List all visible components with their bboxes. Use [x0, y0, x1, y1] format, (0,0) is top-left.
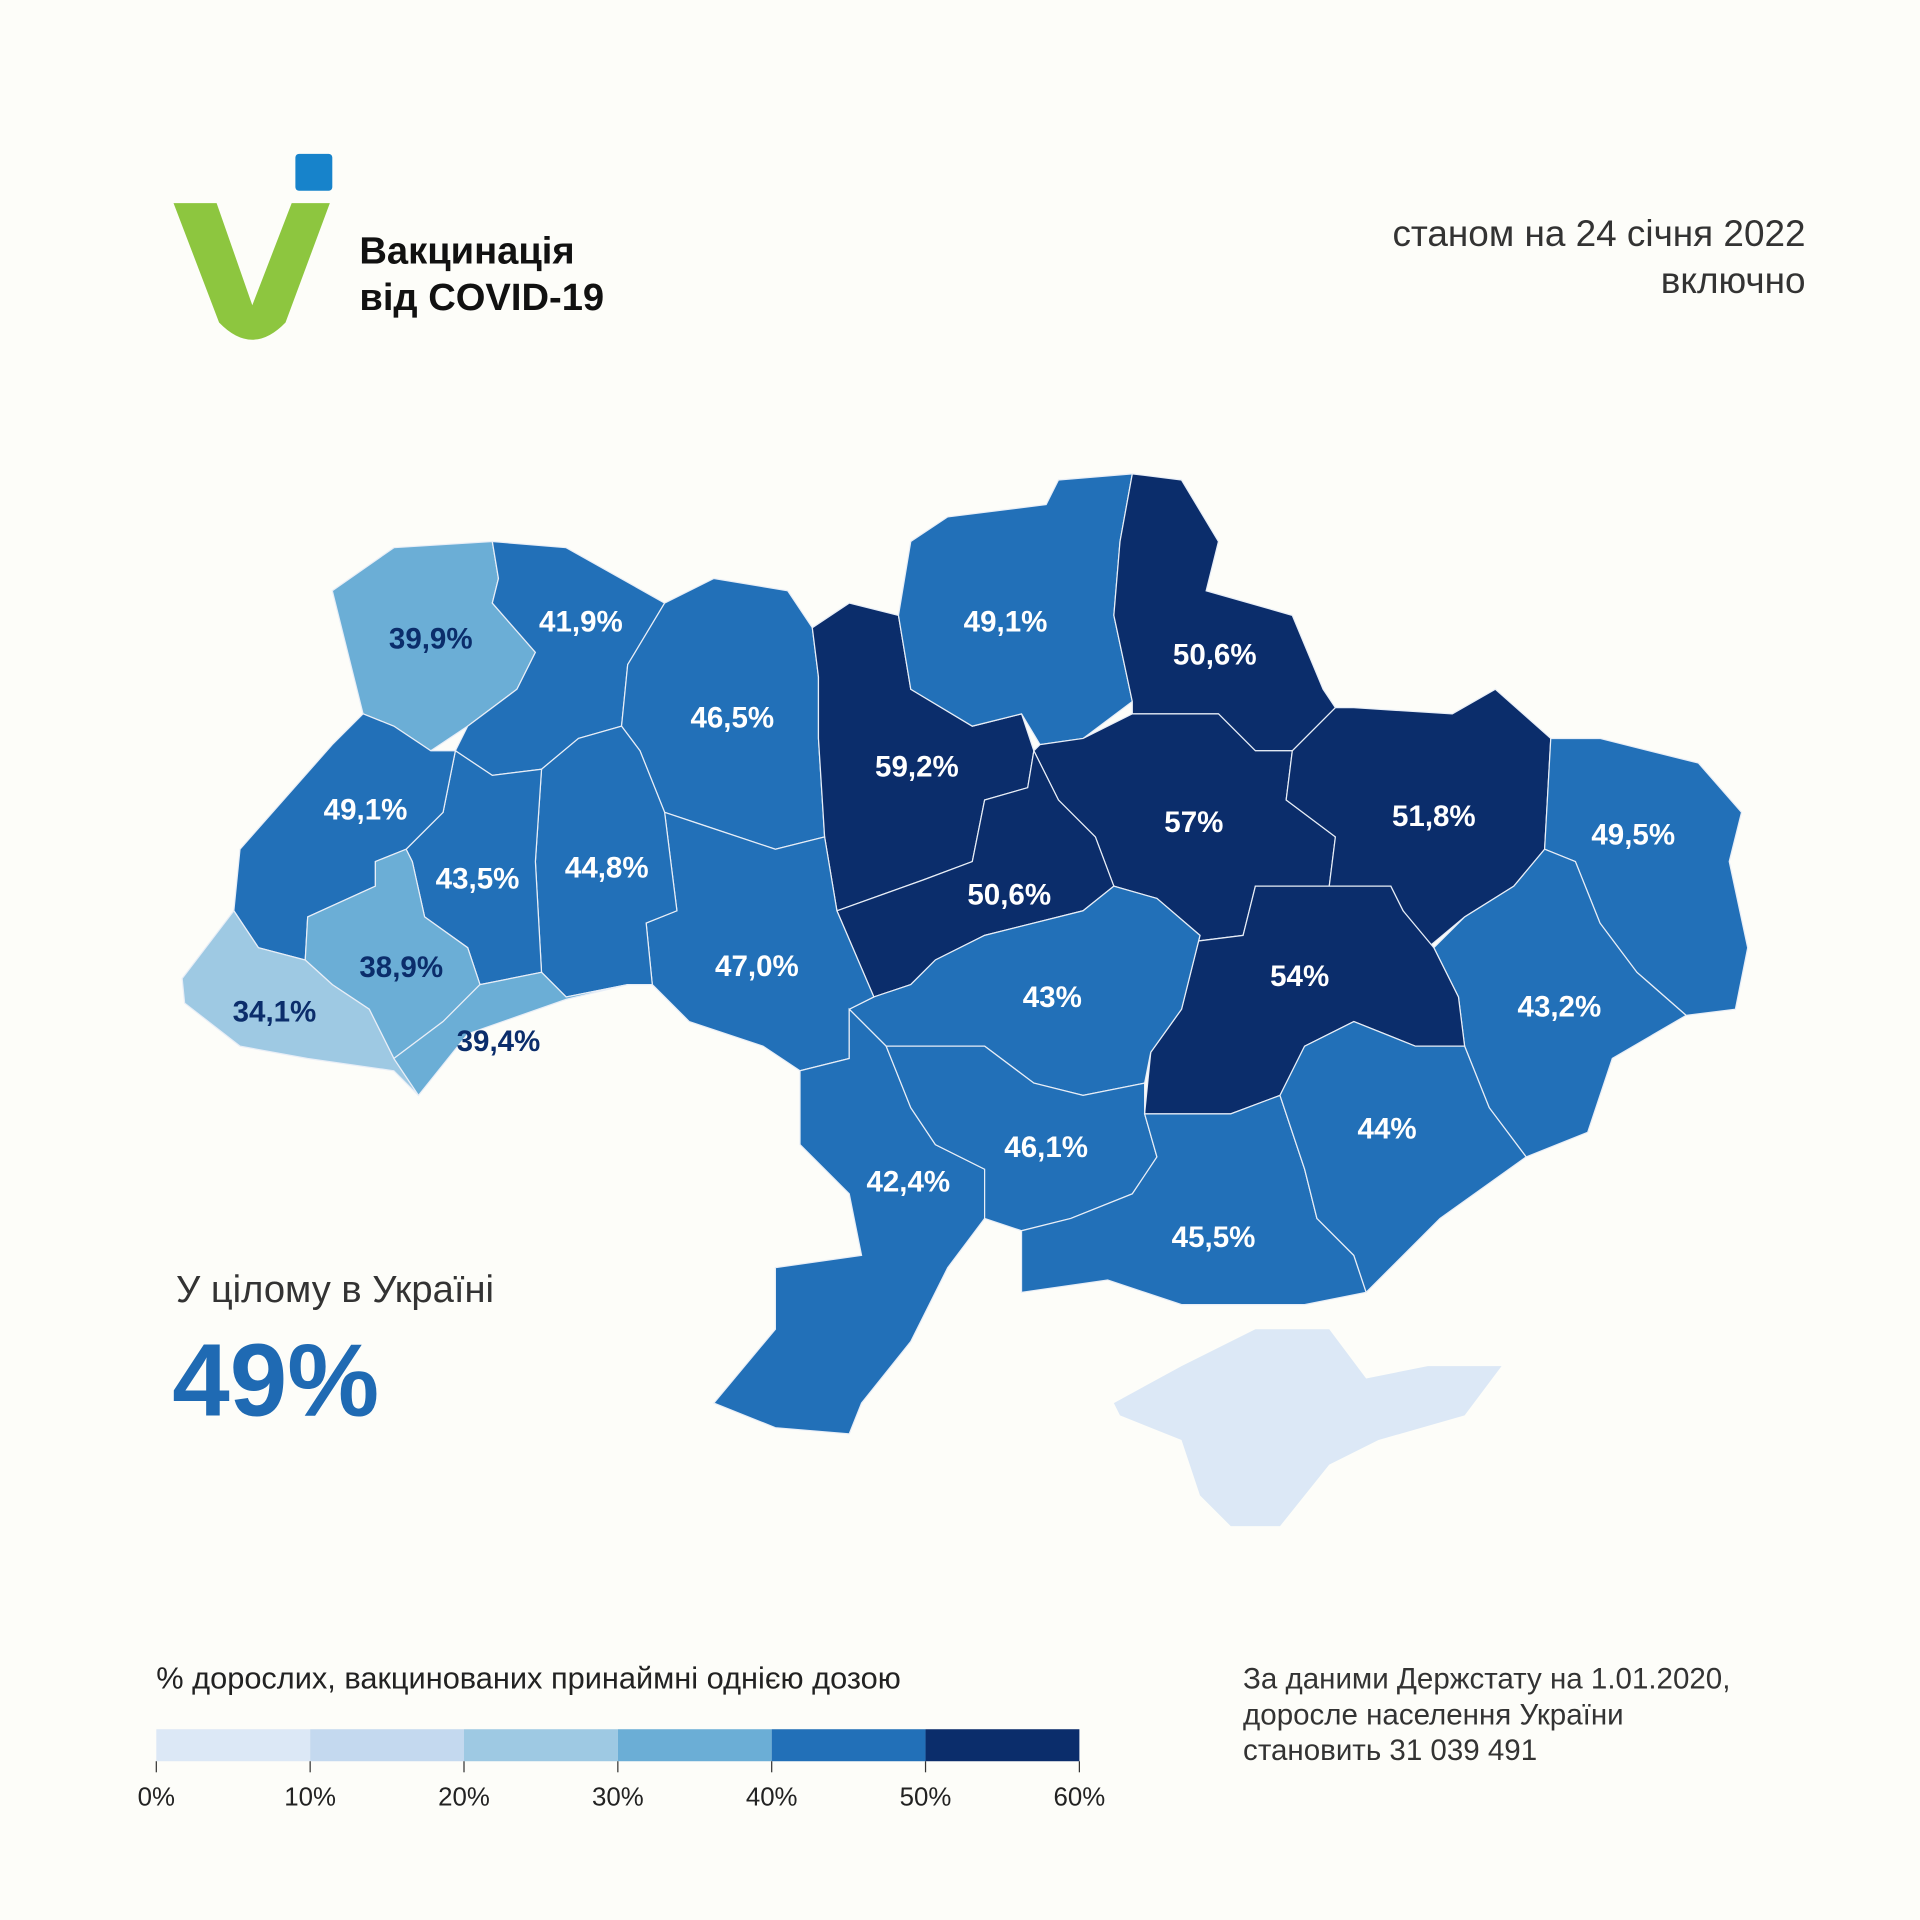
- legend-tick-label: 10%: [284, 1784, 336, 1812]
- legend-tick-label: 40%: [746, 1784, 798, 1812]
- region-value-label: 38,9%: [359, 951, 443, 984]
- region-value-label: 44%: [1358, 1112, 1417, 1145]
- legend-tick-label: 30%: [592, 1784, 644, 1812]
- legend-swatch: [464, 1729, 618, 1762]
- legend-swatch: [617, 1729, 772, 1762]
- header-title-line2: від COVID-19: [359, 276, 604, 319]
- region-5: [1113, 473, 1337, 752]
- region-value-label: 49,1%: [964, 605, 1048, 638]
- region-value-label: 34,1%: [233, 996, 317, 1029]
- logo: [173, 153, 333, 340]
- region-value-label: 42,4%: [866, 1165, 950, 1198]
- region-value-label: 46,1%: [1004, 1131, 1088, 1164]
- legend-swatch: [310, 1729, 464, 1762]
- region-value-label: 49,1%: [324, 794, 408, 827]
- region-19: [393, 971, 628, 1097]
- date-line2: включно: [1661, 260, 1806, 301]
- logo-v-shape: [173, 203, 330, 340]
- region-value-label: 43,5%: [436, 863, 520, 896]
- region-value-label: 50,6%: [967, 879, 1051, 912]
- region-value-label: 43,2%: [1518, 991, 1602, 1024]
- header-title-line1: Вакцинація: [359, 229, 574, 272]
- note-line1: За даними Держстату на 1.01.2020,: [1243, 1663, 1730, 1696]
- summary-label: У цілому в Україні: [176, 1268, 494, 1311]
- logo-blue-square: [295, 153, 333, 191]
- region-value-label: 49,5%: [1591, 818, 1675, 851]
- region-crimea: [1113, 1329, 1502, 1527]
- region-value-label: 57%: [1164, 806, 1223, 839]
- region-value-label: 59,2%: [875, 751, 959, 784]
- legend-swatch: [771, 1729, 926, 1762]
- note-line2: доросле населення України: [1243, 1698, 1624, 1731]
- region-value-label: 54%: [1270, 960, 1329, 993]
- summary-value: 49%: [172, 1321, 379, 1437]
- region-value-label: 46,5%: [690, 701, 774, 734]
- region-value-label: 43%: [1023, 981, 1082, 1014]
- region-value-label: 47,0%: [715, 950, 799, 983]
- legend-tick-label: 0%: [138, 1784, 175, 1812]
- region-value-label: 44,8%: [565, 852, 649, 885]
- region-value-label: 41,9%: [539, 605, 623, 638]
- region-value-label: 51,8%: [1392, 800, 1476, 833]
- region-value-label: 39,4%: [457, 1025, 541, 1058]
- legend-swatch: [925, 1729, 1080, 1762]
- note-line3: становить 31 039 491: [1243, 1734, 1537, 1767]
- legend-title: % дорослих, вакцинованих принаймні одніє…: [156, 1661, 900, 1696]
- region-value-label: 50,6%: [1173, 639, 1257, 672]
- region-value-label: 45,5%: [1172, 1221, 1256, 1254]
- ukraine-map: 39,9% 41,9% 46,5% 59,2% 49,1% 50,6% 57% 51,8% 49…: [181, 473, 1749, 1527]
- legend-swatch: [156, 1729, 311, 1762]
- region-value-label: 39,9%: [389, 623, 473, 656]
- legend-tick-label: 50%: [900, 1784, 952, 1812]
- legend-tick-label: 60%: [1054, 1784, 1106, 1812]
- region-23: [1279, 1020, 1528, 1294]
- legend-scale: 0% 10% 20% 30% 40% 50% 60%: [138, 1729, 1106, 1812]
- legend-tick-label: 20%: [438, 1784, 490, 1812]
- date-line1: станом на 24 січня 2022: [1392, 213, 1805, 254]
